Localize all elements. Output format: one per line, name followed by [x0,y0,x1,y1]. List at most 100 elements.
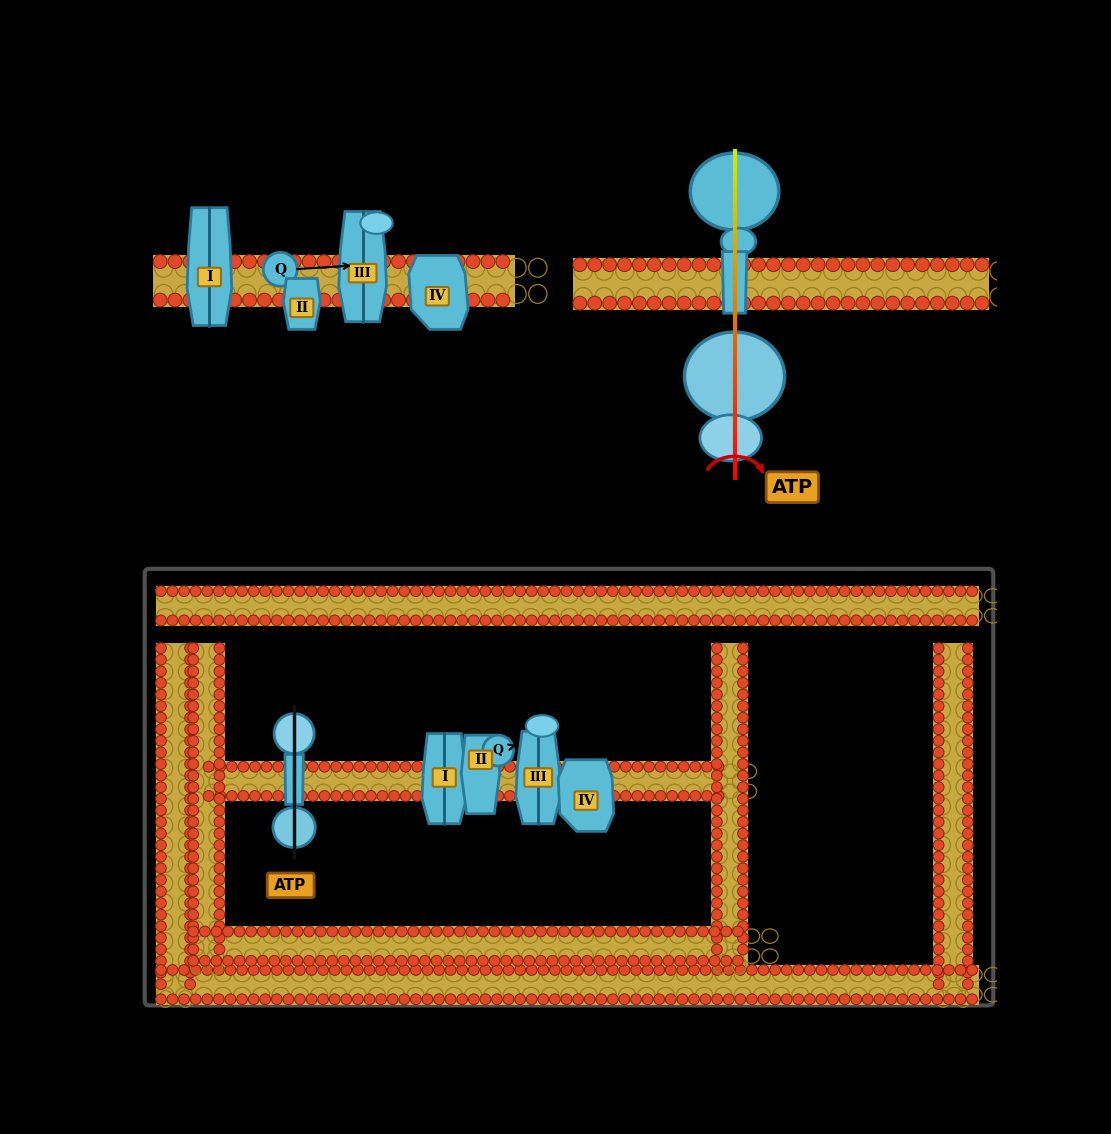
Text: I: I [207,270,212,284]
Circle shape [677,586,688,596]
Circle shape [400,790,411,802]
Circle shape [723,615,734,626]
Circle shape [620,761,631,772]
Circle shape [631,615,641,626]
Circle shape [631,586,641,596]
Circle shape [932,615,943,626]
Circle shape [327,955,338,966]
Circle shape [962,840,973,850]
Circle shape [260,993,271,1005]
Text: III: III [353,266,371,280]
Circle shape [237,993,248,1005]
Circle shape [184,943,196,955]
Circle shape [711,643,722,653]
Circle shape [574,761,584,772]
Circle shape [214,770,224,781]
Circle shape [709,926,720,937]
Circle shape [663,926,673,937]
Circle shape [665,965,677,975]
Circle shape [222,955,233,966]
Circle shape [943,615,954,626]
Polygon shape [422,734,467,823]
Circle shape [933,852,944,862]
Circle shape [458,761,469,772]
Circle shape [804,965,815,975]
Circle shape [260,965,271,975]
Circle shape [738,712,749,723]
Circle shape [538,965,549,975]
Circle shape [747,993,758,1005]
Circle shape [632,790,643,802]
Circle shape [711,874,722,886]
Circle shape [711,654,722,666]
Circle shape [841,296,854,310]
Circle shape [410,615,421,626]
Circle shape [227,790,238,802]
Circle shape [156,956,167,966]
Circle shape [410,586,421,596]
Circle shape [184,921,196,932]
Circle shape [433,615,444,626]
Circle shape [735,965,745,975]
Circle shape [663,955,673,966]
Circle shape [752,296,765,310]
Circle shape [643,761,654,772]
Circle shape [975,257,989,272]
Circle shape [711,943,722,955]
Circle shape [214,932,224,943]
Circle shape [421,255,436,269]
Circle shape [376,965,387,975]
Circle shape [188,955,199,966]
Circle shape [665,586,677,596]
Circle shape [273,790,283,802]
Circle shape [700,586,711,596]
Circle shape [781,296,795,310]
Circle shape [388,993,398,1005]
Circle shape [397,955,408,966]
Circle shape [410,993,421,1005]
Circle shape [885,965,897,975]
Circle shape [711,723,722,735]
Circle shape [967,586,978,596]
Circle shape [712,993,722,1005]
Circle shape [588,296,602,310]
Circle shape [962,723,973,735]
Circle shape [190,965,201,975]
Circle shape [967,615,978,626]
Circle shape [933,736,944,746]
Circle shape [735,586,745,596]
FancyBboxPatch shape [574,792,598,810]
FancyBboxPatch shape [469,751,492,769]
Circle shape [962,863,973,873]
Circle shape [588,257,602,272]
Circle shape [901,257,914,272]
Circle shape [700,993,711,1005]
Circle shape [188,898,199,908]
Circle shape [767,296,780,310]
Circle shape [674,955,685,966]
Circle shape [933,781,944,793]
Circle shape [437,294,450,307]
Circle shape [260,586,271,596]
Circle shape [214,781,224,793]
Circle shape [184,712,196,723]
Circle shape [183,294,197,307]
Circle shape [559,926,570,937]
Circle shape [457,993,468,1005]
Circle shape [528,761,539,772]
Circle shape [514,586,526,596]
Circle shape [156,886,167,897]
Circle shape [551,761,562,772]
Circle shape [437,255,450,269]
Bar [153,255,516,307]
Circle shape [665,615,677,626]
Circle shape [570,926,581,937]
Circle shape [962,816,973,828]
Circle shape [501,926,511,937]
Circle shape [653,993,664,1005]
Circle shape [713,761,724,772]
Circle shape [410,965,421,975]
Circle shape [758,615,769,626]
Circle shape [722,257,735,272]
Ellipse shape [721,228,755,255]
